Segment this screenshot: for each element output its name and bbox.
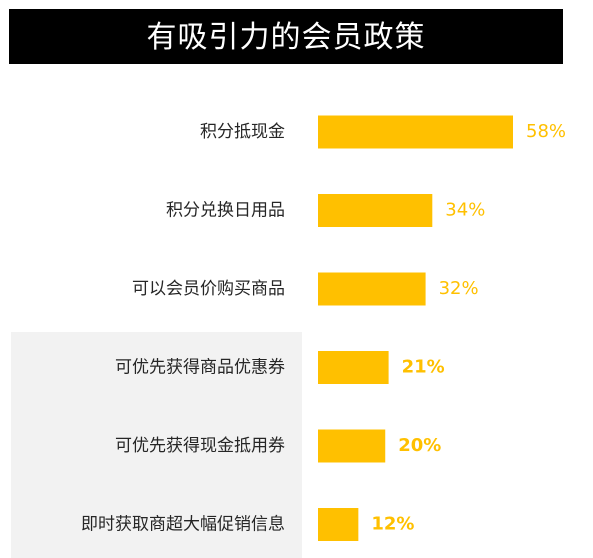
category-label: 即时获取商超大幅促销信息	[81, 515, 285, 535]
category-label: 积分兑换日用品	[166, 201, 285, 221]
highlight-panel	[11, 332, 302, 558]
value-label: 58%	[526, 121, 566, 142]
category-label: 可优先获得商品优惠券	[115, 358, 285, 378]
category-label: 可以会员价购买商品	[132, 279, 285, 299]
value-label: 32%	[439, 278, 479, 299]
value-label: 21%	[402, 357, 445, 378]
bar	[318, 351, 389, 384]
bar	[318, 115, 513, 149]
title-bar: 有吸引力的会员政策	[9, 9, 563, 64]
bar	[318, 272, 426, 306]
value-label: 20%	[398, 435, 441, 456]
category-label: 可优先获得现金抵用券	[115, 436, 285, 456]
chart-title: 有吸引力的会员政策	[146, 19, 426, 55]
value-label: 34%	[445, 200, 485, 221]
bar	[318, 429, 386, 463]
category-label: 积分抵现金	[200, 122, 285, 142]
bar	[318, 194, 433, 227]
value-label: 12%	[371, 514, 414, 535]
bar	[318, 508, 359, 541]
